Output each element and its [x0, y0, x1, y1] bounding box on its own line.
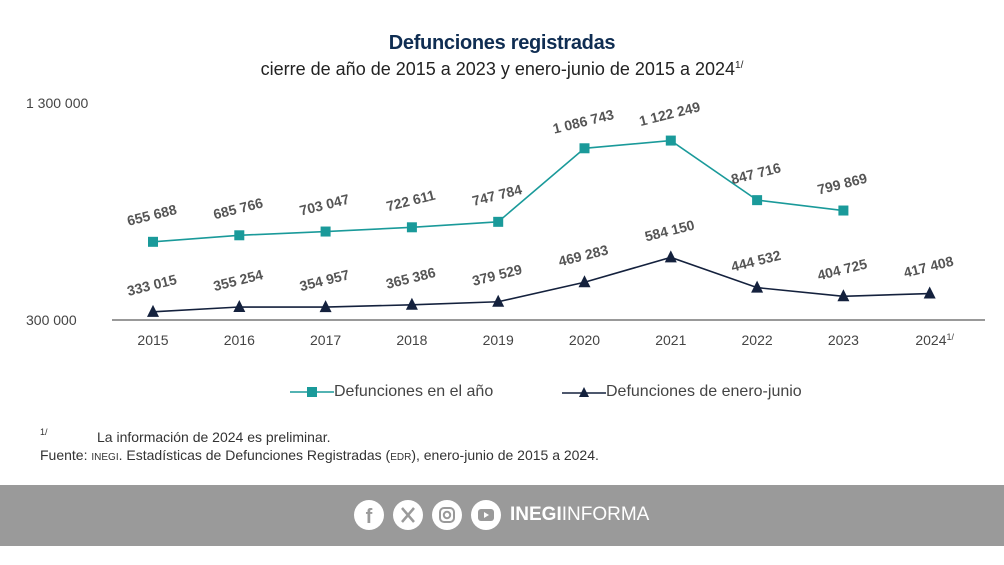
data-label: 685 766: [212, 195, 265, 223]
data-point-triangle: [405, 297, 418, 310]
brand-light: INFORMA: [561, 504, 650, 525]
data-label: 703 047: [298, 191, 351, 219]
brand-logo: INEGIINFORMA: [510, 504, 649, 526]
data-label: 404 725: [816, 255, 869, 283]
x-tick-label: 2023: [828, 332, 859, 348]
data-point-triangle: [319, 300, 332, 313]
x-tick-label: 2017: [310, 332, 341, 348]
data-label: 333 015: [125, 271, 178, 299]
brand-bold: INEGI: [510, 504, 562, 525]
chart-title: Defunciones registradas: [388, 32, 616, 54]
data-label: 417 408: [902, 253, 955, 281]
data-point-square: [148, 236, 158, 247]
subtitle-footnote-mark: 1/: [735, 60, 744, 71]
source-note: Fuente: INEGI. Estadísticas de Defuncion…: [40, 447, 599, 463]
triangle-marker-icon: [562, 387, 606, 397]
data-label: 379 529: [471, 261, 524, 289]
footnote-mark: 1/: [40, 427, 48, 437]
series-line-1: [152, 256, 930, 313]
data-point-triangle: [751, 280, 764, 293]
source-text: . Estadísticas de Defunciones Registrada…: [118, 447, 391, 463]
source-label: Fuente:: [40, 447, 88, 463]
data-point-triangle: [233, 300, 246, 313]
source-end: ), enero-junio de 2015 a 2024.: [411, 447, 599, 463]
data-label: 469 283: [557, 241, 610, 269]
data-label: 355 254: [212, 266, 265, 294]
footnote-text: La información de 2024 es preliminar.: [97, 429, 331, 445]
data-point-square: [579, 143, 590, 154]
data-label: 799 869: [816, 170, 869, 198]
y-tick-label: 1 300 000: [26, 95, 88, 111]
chart-subtitle: cierre de año de 2015 a 2023 y enero-jun…: [0, 59, 1004, 80]
x-tick-label: 2021: [655, 332, 686, 348]
data-point-square: [838, 205, 849, 216]
data-point-square: [406, 222, 417, 233]
facebook-icon[interactable]: f: [354, 500, 384, 530]
svg-text:f: f: [366, 506, 373, 528]
x-tick-label: 2020: [569, 332, 600, 348]
data-label: 747 784: [471, 181, 524, 209]
footer-bar: f INEGIINFORMA: [0, 485, 1004, 546]
data-label: 722 611: [385, 187, 437, 215]
data-point-triangle: [837, 289, 850, 302]
x-tick-label: 2019: [483, 332, 514, 348]
y-tick-label: 300 000: [26, 312, 77, 328]
data-point-square: [665, 135, 676, 146]
instagram-icon[interactable]: [432, 500, 462, 530]
data-point-square: [752, 195, 763, 206]
data-point-triangle: [147, 304, 159, 317]
legend-item-annual: Defunciones en el año: [290, 383, 493, 401]
data-point-triangle: [923, 286, 936, 299]
line-chart: 1 300 000 300 000 2015 2016 2017 2018 2019 2020…: [26, 95, 985, 348]
data-label: 584 150: [643, 217, 696, 245]
x-icon[interactable]: [393, 500, 423, 530]
x-tick-label: 2018: [396, 332, 427, 348]
legend-label: Defunciones en el año: [334, 383, 494, 400]
data-point-triangle: [664, 250, 677, 263]
data-label: 1 122 249: [637, 98, 702, 129]
source-org: INEGI: [91, 452, 119, 463]
data-point-square: [234, 230, 245, 241]
x-tick-label: 20241/: [915, 332, 954, 348]
x-tick-label: 2016: [224, 332, 255, 348]
legend-item-semester: Defunciones de enero-junio: [562, 383, 802, 401]
data-label: 365 386: [384, 264, 437, 292]
youtube-icon[interactable]: [471, 500, 501, 530]
data-label: 655 688: [125, 201, 178, 229]
data-label: 1 086 743: [551, 106, 616, 137]
data-label: 847 716: [729, 159, 782, 187]
data-point-square: [493, 216, 504, 227]
data-point-square: [320, 226, 331, 237]
square-marker-icon: [290, 387, 334, 397]
data-point-triangle: [578, 275, 591, 288]
x-tick-label: 2015: [137, 332, 168, 348]
data-point-triangle: [492, 294, 505, 307]
legend-label: Defunciones de enero-junio: [606, 383, 802, 400]
source-abbr: EDR: [390, 452, 412, 463]
subtitle-text: cierre de año de 2015 a 2023 y enero-jun…: [260, 59, 736, 79]
data-label: 444 532: [729, 247, 782, 275]
x-tick-label: 2022: [742, 332, 773, 348]
data-label: 354 957: [298, 266, 351, 294]
